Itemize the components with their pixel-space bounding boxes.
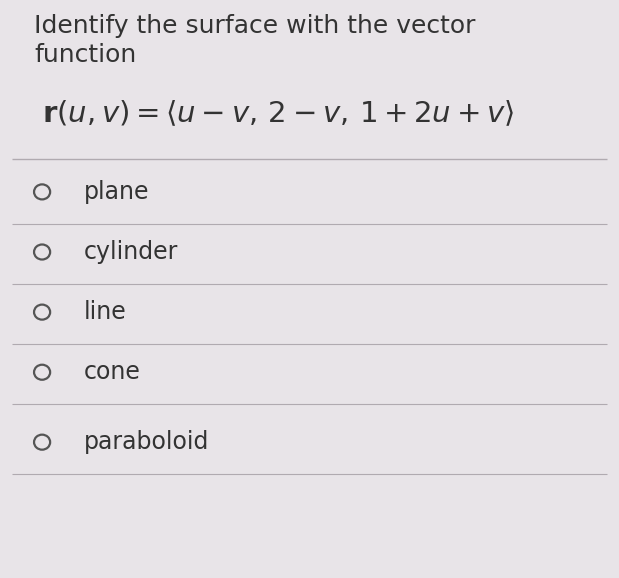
Text: function: function	[34, 43, 136, 68]
Text: $\mathbf{r}(u, v) = \langle u - v,\, 2 - v,\, 1 + 2u + v\rangle$: $\mathbf{r}(u, v) = \langle u - v,\, 2 -…	[43, 98, 514, 128]
Text: Identify the surface with the vector: Identify the surface with the vector	[34, 14, 475, 39]
Text: line: line	[84, 300, 126, 324]
Text: cylinder: cylinder	[84, 240, 178, 264]
Text: cone: cone	[84, 360, 141, 384]
Text: plane: plane	[84, 180, 149, 204]
Text: paraboloid: paraboloid	[84, 430, 209, 454]
